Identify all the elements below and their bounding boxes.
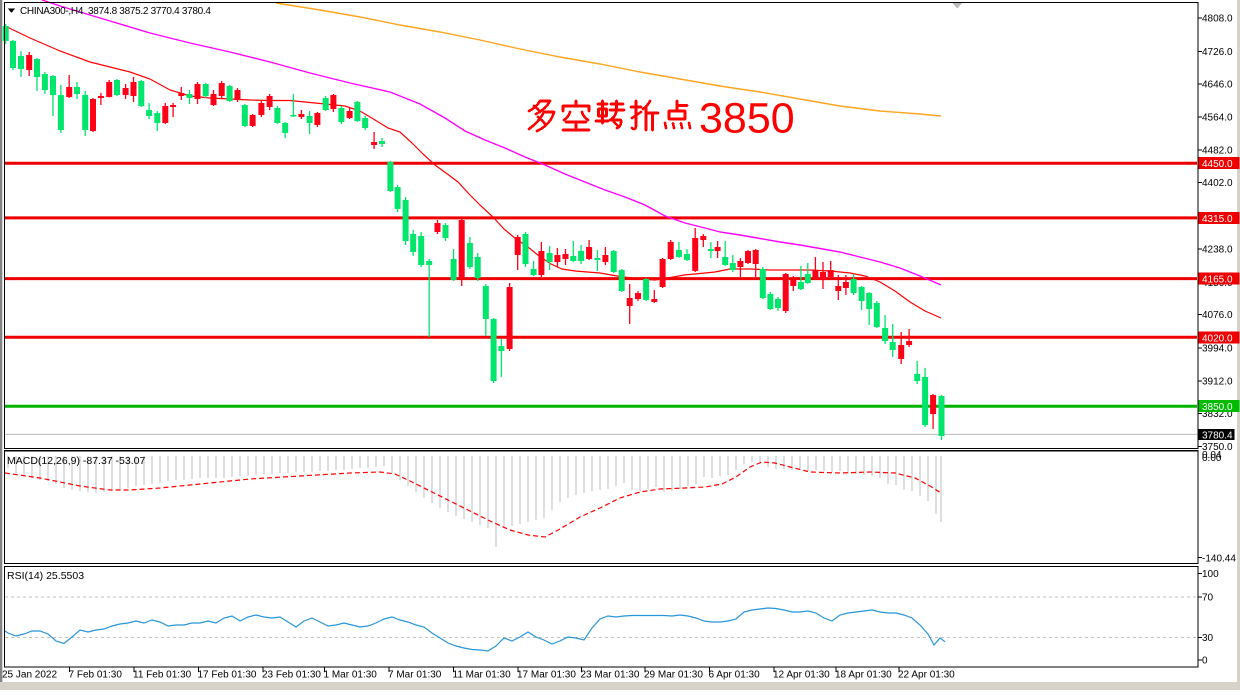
svg-text:17 Feb 01:30: 17 Feb 01:30: [198, 670, 257, 681]
svg-text:70: 70: [1202, 593, 1214, 604]
svg-text:4238.0: 4238.0: [1202, 245, 1233, 256]
svg-text:7 Feb 01:30: 7 Feb 01:30: [69, 670, 123, 681]
svg-text:7 Mar 01:30: 7 Mar 01:30: [388, 670, 442, 681]
svg-text:29 Mar 01:30: 29 Mar 01:30: [644, 670, 703, 681]
svg-text:RSI(14) 25.5503: RSI(14) 25.5503: [7, 570, 84, 582]
svg-text:0: 0: [1202, 656, 1208, 667]
svg-text:-140.44: -140.44: [1202, 553, 1236, 564]
svg-text:CHINA300-,H4 3874.8 3875.2 37: CHINA300-,H4 3874.8 3875.2 3770.4 3780.4: [20, 6, 211, 17]
svg-text:11 Mar 01:30: 11 Mar 01:30: [453, 670, 512, 681]
svg-text:4646.0: 4646.0: [1202, 79, 1233, 90]
svg-text:18 Apr 01:30: 18 Apr 01:30: [835, 670, 892, 681]
svg-text:23 Feb 01:30: 23 Feb 01:30: [262, 670, 321, 681]
svg-text:MACD(12,26,9) -87.37 -53.07: MACD(12,26,9) -87.37 -53.07: [7, 455, 145, 467]
svg-text:4564.0: 4564.0: [1202, 113, 1233, 124]
svg-text:30: 30: [1202, 633, 1214, 644]
svg-text:4808.0: 4808.0: [1202, 14, 1233, 25]
svg-text:4076.0: 4076.0: [1202, 310, 1233, 321]
svg-text:4402.0: 4402.0: [1202, 178, 1233, 189]
svg-text:3912.0: 3912.0: [1202, 377, 1233, 388]
svg-text:17 Mar 01:30: 17 Mar 01:30: [517, 670, 576, 681]
svg-text:3832.0: 3832.0: [1202, 409, 1233, 420]
svg-text:11 Feb 01:30: 11 Feb 01:30: [133, 670, 192, 681]
svg-text:4450.0: 4450.0: [1202, 159, 1233, 170]
svg-text:3750.0: 3750.0: [1202, 442, 1233, 453]
svg-text:3780.4: 3780.4: [1202, 430, 1233, 441]
svg-text:4482.0: 4482.0: [1202, 146, 1233, 157]
svg-text:0.00: 0.00: [1202, 453, 1222, 464]
svg-text:22 Apr 01:30: 22 Apr 01:30: [898, 670, 955, 681]
svg-text:100: 100: [1202, 569, 1219, 580]
svg-text:0.04: 0.04: [1202, 450, 1222, 461]
svg-text:4726.0: 4726.0: [1202, 47, 1233, 58]
svg-text:6 Apr 01:30: 6 Apr 01:30: [709, 670, 761, 681]
svg-text:23 Mar 01:30: 23 Mar 01:30: [581, 670, 640, 681]
svg-text:1 Mar 01:30: 1 Mar 01:30: [324, 670, 378, 681]
svg-text:3994.0: 3994.0: [1202, 343, 1233, 354]
svg-text:3850.0: 3850.0: [1202, 402, 1233, 413]
svg-text:12 Apr 01:30: 12 Apr 01:30: [773, 670, 830, 681]
svg-text:25 Jan 2022: 25 Jan 2022: [2, 670, 57, 681]
svg-text:4165.0: 4165.0: [1202, 275, 1233, 286]
svg-text:4020.0: 4020.0: [1202, 333, 1233, 344]
svg-text:4315.0: 4315.0: [1202, 214, 1233, 225]
svg-text:3850: 3850: [699, 95, 795, 143]
